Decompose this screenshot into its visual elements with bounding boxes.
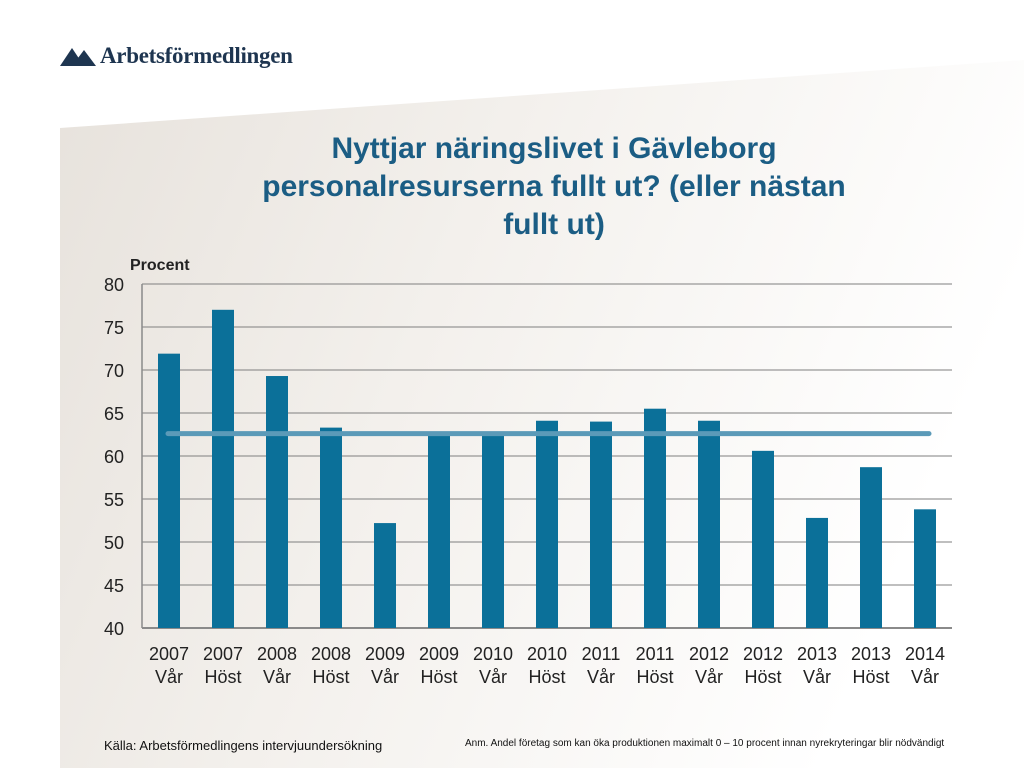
bar (320, 427, 342, 628)
note-text: Anm. Andel företag som kan öka produktio… (465, 738, 945, 749)
x-tick-label-year: 2011 (636, 644, 675, 664)
x-tick-label-season: Vår (587, 667, 615, 687)
bar (860, 467, 882, 628)
y-tick-label: 75 (104, 318, 124, 338)
x-tick-label-year: 2013 (797, 644, 837, 664)
x-tick-label-season: Vår (803, 667, 831, 687)
x-tick-label-year: 2013 (851, 644, 891, 664)
x-tick-label-year: 2009 (365, 644, 405, 664)
y-tick-label: 55 (104, 490, 124, 510)
bar (806, 517, 828, 628)
y-tick-label: 70 (104, 361, 124, 381)
page-title: Nyttjar näringslivet i Gävleborg persona… (262, 132, 846, 241)
y-axis-label: Procent (130, 257, 190, 274)
x-tick-label-season: Höst (744, 667, 781, 687)
x-tick-label-season: Vår (155, 667, 183, 687)
bar (698, 420, 720, 628)
bar (158, 353, 180, 628)
bar (590, 421, 612, 628)
bar (536, 420, 558, 628)
x-tick-label-season: Höst (420, 667, 457, 687)
x-tick-label-year: 2007 (149, 644, 189, 664)
x-tick-label-year: 2011 (582, 644, 621, 664)
x-tick-label-season: Höst (204, 667, 241, 687)
x-tick-label-season: Höst (852, 667, 889, 687)
y-tick-label: 65 (104, 404, 124, 424)
y-tick-label: 80 (104, 275, 124, 295)
logo-mark-icon (60, 48, 96, 66)
y-tick-label: 45 (104, 576, 124, 596)
bar (212, 309, 234, 628)
x-tick-label-year: 2008 (257, 644, 297, 664)
x-tick-label-year: 2010 (527, 644, 567, 664)
x-tick-label-year: 2009 (419, 644, 459, 664)
bar (482, 435, 504, 628)
x-tick-label-year: 2010 (473, 644, 513, 664)
x-tick-label-season: Vår (695, 667, 723, 687)
x-tick-label-year: 2014 (905, 644, 945, 664)
source-text: Källa: Arbetsförmedlingens intervjuunder… (104, 738, 383, 753)
logo-text: Arbetsförmedlingen (100, 43, 293, 68)
bar (428, 435, 450, 628)
x-tick-label-season: Vår (371, 667, 399, 687)
bar (914, 509, 936, 628)
y-tick-label: 40 (104, 619, 124, 639)
bar (374, 523, 396, 628)
x-tick-label-year: 2007 (203, 644, 243, 664)
bar (644, 408, 666, 628)
x-tick-label-season: Höst (312, 667, 349, 687)
x-tick-label-season: Höst (528, 667, 565, 687)
x-tick-label-year: 2008 (311, 644, 351, 664)
x-tick-label-year: 2012 (743, 644, 783, 664)
logo: Arbetsförmedlingen (58, 40, 293, 72)
y-tick-label: 50 (104, 533, 124, 553)
x-tick-label-season: Höst (636, 667, 673, 687)
y-tick-label: 60 (104, 447, 124, 467)
x-tick-label-year: 2012 (689, 644, 729, 664)
bar (752, 450, 774, 628)
bar (266, 376, 288, 628)
x-tick-label-season: Vår (479, 667, 507, 687)
x-tick-label-season: Vår (911, 667, 939, 687)
background-panel (60, 60, 1024, 768)
x-tick-label-season: Vår (263, 667, 291, 687)
